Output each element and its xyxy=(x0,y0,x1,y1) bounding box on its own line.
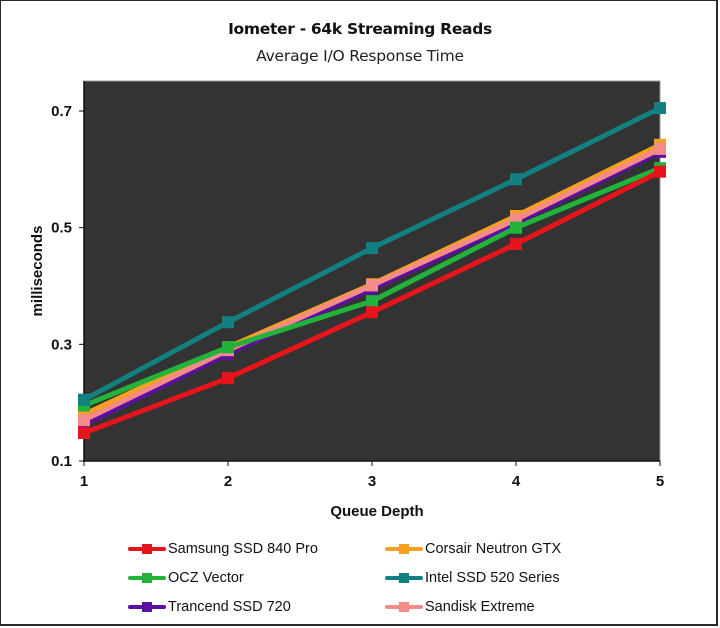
legend-swatch-icon xyxy=(128,544,166,554)
y-tick-label: 0.3 xyxy=(51,336,72,353)
legend-swatch-icon xyxy=(385,602,423,612)
chart-subtitle: Average I/O Response Time xyxy=(256,47,464,65)
data-point xyxy=(366,306,378,319)
x-tick-label: 5 xyxy=(656,473,664,490)
x-axis-title: Queue Depth xyxy=(330,503,423,520)
legend-label: Sandisk Extreme xyxy=(425,599,535,615)
y-tick-label: 0.5 xyxy=(51,220,72,237)
legend-item: Sandisk Extreme xyxy=(385,596,535,618)
x-tick-label: 4 xyxy=(512,473,521,490)
legend-label: Corsair Neutron GTX xyxy=(425,541,562,557)
data-point xyxy=(222,372,234,385)
data-point xyxy=(78,393,90,406)
legend-item: Corsair Neutron GTX xyxy=(385,538,561,560)
data-point xyxy=(654,142,666,155)
data-point xyxy=(78,427,90,439)
plot-area xyxy=(83,80,661,462)
data-point xyxy=(366,242,378,255)
data-point xyxy=(78,414,90,427)
data-point xyxy=(222,341,234,354)
y-tick-label: 0.1 xyxy=(51,453,72,470)
data-point xyxy=(510,173,522,186)
data-point xyxy=(510,221,522,234)
data-point xyxy=(654,102,666,115)
legend-label: Trancend SSD 720 xyxy=(168,599,291,615)
y-tick-label: 0.7 xyxy=(51,103,72,120)
data-point xyxy=(222,316,234,329)
legend-swatch-icon xyxy=(385,573,423,583)
series-layer xyxy=(78,102,666,439)
data-point xyxy=(654,165,666,178)
legend-item: Intel SSD 520 Series xyxy=(385,567,560,589)
legend-label: Intel SSD 520 Series xyxy=(425,570,560,586)
data-point xyxy=(366,295,378,308)
chart-title: Iometer - 64k Streaming Reads xyxy=(228,20,492,38)
data-point xyxy=(366,279,378,292)
x-tick-label: 1 xyxy=(80,473,88,490)
data-point xyxy=(510,238,522,250)
legend-item: Samsung SSD 840 Pro xyxy=(128,538,318,560)
legend-swatch-icon xyxy=(128,602,166,612)
y-axis-title: milliseconds xyxy=(29,226,46,317)
legend-label: OCZ Vector xyxy=(168,570,244,586)
legend-swatch-icon xyxy=(385,544,423,554)
legend-item: OCZ Vector xyxy=(128,567,244,589)
series-intel-ssd-520-series xyxy=(78,102,666,406)
x-tick-label: 2 xyxy=(224,473,232,490)
legend-label: Samsung SSD 840 Pro xyxy=(168,541,318,557)
legend-item: Trancend SSD 720 xyxy=(128,596,291,618)
x-tick-label: 3 xyxy=(368,473,376,490)
legend-swatch-icon xyxy=(128,573,166,583)
series-samsung-ssd-840-pro xyxy=(78,165,666,439)
